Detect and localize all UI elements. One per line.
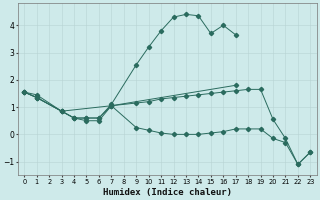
- X-axis label: Humidex (Indice chaleur): Humidex (Indice chaleur): [103, 188, 232, 197]
